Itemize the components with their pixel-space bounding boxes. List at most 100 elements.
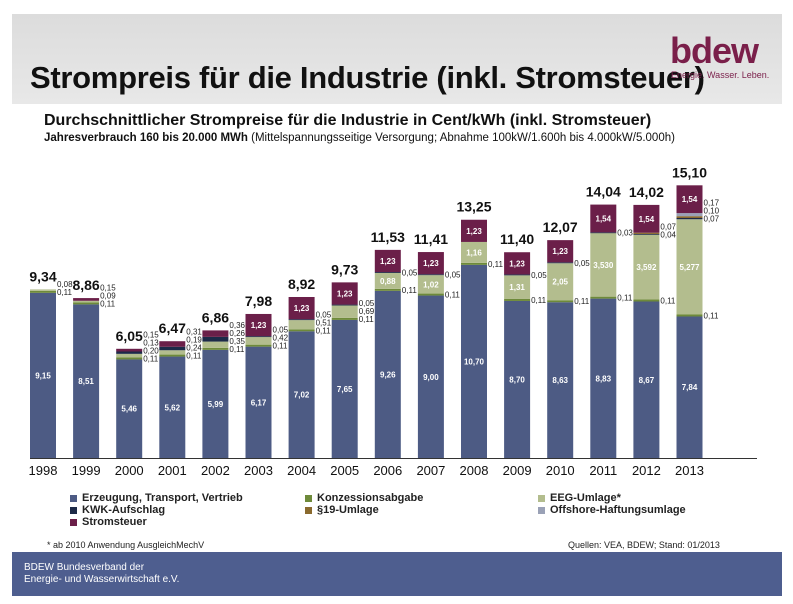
bar-segment	[676, 185, 703, 214]
legend-swatch	[305, 506, 312, 514]
bar-segment-label: 8,51	[78, 377, 94, 386]
legend-item: KWK-Aufschlag	[70, 504, 165, 516]
bar-total-label: 9,73	[331, 261, 358, 277]
bar-segment	[676, 316, 703, 458]
legend-swatch	[70, 518, 77, 526]
bar-side-label: 0,11	[229, 345, 245, 354]
bar-side-label: 0,31	[186, 328, 202, 337]
bar-side-label: 0,11	[617, 294, 633, 303]
chart-subtitle: Jahresverbrauch 160 bis 20.000 MWh (Mitt…	[44, 132, 675, 144]
x-tick-label: 2004	[287, 463, 316, 478]
bar-segment	[633, 234, 660, 300]
footnote: * ab 2010 Anwendung AusgleichMechV	[47, 540, 205, 550]
bar-total-label: 14,04	[586, 184, 621, 200]
x-tick-label: 2000	[115, 463, 144, 478]
bar-segment-label: 1,23	[380, 257, 396, 266]
source-note: Quellen: VEA, BDEW; Stand: 01/2013	[568, 540, 720, 550]
bar-segment-label: 8,63	[552, 376, 568, 385]
bar-segment-label: 8,70	[509, 375, 525, 384]
bar-side-label: 0,36	[229, 321, 245, 330]
bar-total-label: 11,41	[414, 231, 448, 247]
bar-side-label: 0,20	[143, 346, 159, 355]
bar-segment	[590, 204, 617, 233]
bar-segment-label: 1,02	[423, 280, 439, 289]
bar-segment-label: 9,00	[423, 373, 439, 382]
bar-segment	[417, 252, 444, 275]
bar-segment-label: 10,70	[464, 357, 485, 366]
bar-side-label: 0,35	[229, 337, 245, 346]
bar-segment-label: 1,31	[509, 283, 525, 292]
bar-side-label: 0,11	[57, 288, 73, 297]
legend-item: Offshore-Haftungsumlage	[538, 504, 686, 516]
bar-total-label: 11,40	[500, 231, 534, 247]
bar-segment	[288, 296, 315, 320]
bar-total-label: 11,53	[371, 229, 405, 245]
bar-side-label: 0,05	[359, 299, 375, 308]
bar-segment	[73, 304, 100, 458]
bar-segment-label: 5,46	[121, 405, 137, 414]
bar-segment	[676, 219, 703, 315]
bar-segment	[461, 262, 487, 265]
legend-swatch	[538, 494, 545, 502]
bar-segment	[633, 299, 660, 302]
bar-side-label: 0,09	[100, 291, 116, 300]
bar-side-label: 0,11	[445, 291, 461, 300]
footer-line-2: Energie- und Wasserwirtschaft e.V.	[24, 574, 180, 585]
bar-segment	[159, 341, 186, 347]
bar-side-label: 0,10	[704, 207, 720, 216]
bar-segment	[633, 232, 660, 234]
bar-segment	[633, 233, 660, 235]
bdew-logo: bdew	[670, 30, 759, 71]
legend-label: KWK-Aufschlag	[82, 504, 166, 516]
bar-segment	[504, 298, 531, 301]
bar-segment	[30, 289, 56, 291]
bar-side-label: 0,11	[359, 315, 375, 324]
bar-segment	[331, 305, 358, 318]
chart-legend: Erzeugung, Transport, Vertrieb Konzession…	[70, 492, 730, 542]
bar-segment-label: 7,65	[337, 385, 353, 394]
legend-item: §19-Umlage	[305, 504, 379, 516]
bar-segment	[245, 313, 272, 337]
bar-segment	[202, 336, 229, 342]
bar-total-label: 7,98	[245, 293, 272, 309]
legend-swatch	[538, 506, 545, 514]
bar-segment	[547, 262, 574, 264]
chart-subtitle-rest: (Mittelspannungsseitige Versorgung; Abna…	[251, 132, 675, 144]
bar-side-label: 0,11	[143, 354, 159, 363]
x-tick-label: 2001	[158, 463, 187, 478]
legend-swatch	[70, 494, 77, 502]
bar-segment-label: 1,54	[596, 214, 612, 223]
x-tick-label: 2012	[632, 463, 661, 478]
bar-segment	[288, 320, 315, 330]
bar-side-label: 0,04	[660, 230, 676, 239]
bar-side-label: 0,13	[143, 338, 159, 347]
chart-title: Durchschnittlicher Strompreise für die I…	[44, 112, 652, 129]
bar-segment	[676, 314, 703, 317]
bar-segment	[461, 219, 487, 242]
legend-label: Offshore-Haftungsumlage	[550, 504, 686, 516]
chart-subtitle-bold: Jahresverbrauch 160 bis 20.000 MWh	[44, 132, 248, 144]
bar-side-label: 0,11	[100, 299, 116, 308]
bar-segment	[374, 288, 401, 291]
bar-segment-label: 1,23	[552, 247, 568, 256]
bar-segment	[202, 330, 229, 337]
bar-side-label: 0,11	[402, 286, 418, 295]
legend-label: Stromsteuer	[82, 516, 147, 528]
bar-segment	[159, 354, 186, 357]
bar-segment	[331, 317, 358, 320]
bar-side-label: 0,42	[273, 334, 289, 343]
bar-segment	[288, 329, 315, 332]
bar-segment	[288, 331, 315, 458]
bar-segment-label: 2,05	[552, 278, 568, 287]
bar-segment	[504, 300, 531, 458]
bar-segment	[116, 357, 143, 360]
bar-side-label: 0,03	[617, 229, 633, 238]
bar-side-label: 0,11	[488, 260, 504, 269]
bar-side-label: 0,05	[531, 271, 547, 280]
bar-side-label: 0,11	[316, 326, 332, 335]
bar-segment	[547, 300, 574, 303]
bar-segment	[417, 295, 444, 458]
bar-segment-label: 1,23	[294, 304, 310, 313]
